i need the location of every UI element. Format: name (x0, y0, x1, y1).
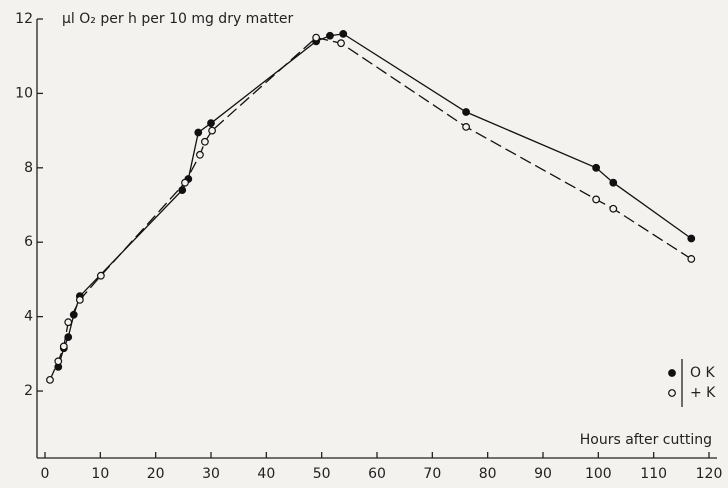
y-tick-label: 6 (24, 234, 33, 250)
data-point (59, 342, 68, 351)
y-tick-label: 4 (24, 309, 33, 325)
x-tick-label: 40 (257, 466, 275, 482)
data-point (75, 295, 84, 304)
data-point (687, 234, 696, 243)
data-point (337, 39, 345, 48)
data-point (208, 126, 217, 135)
data-point (201, 137, 209, 146)
x-tick-label: 50 (313, 466, 331, 482)
data-point (196, 150, 204, 159)
legend-label: O K (690, 365, 715, 381)
y-axis-label: µl O₂ per h per 10 mg dry matter (62, 11, 293, 27)
data-point (46, 375, 54, 384)
y-tick-label: 8 (24, 160, 33, 176)
x-tick-label: 60 (368, 466, 386, 482)
x-axis-label: Hours after cutting (580, 432, 712, 448)
data-point (181, 178, 189, 187)
data-point (64, 318, 73, 327)
y-tick-label: 2 (24, 383, 33, 399)
legend-label: + K (690, 385, 716, 401)
data-point (326, 31, 334, 40)
series-line (57, 33, 692, 368)
data-point (96, 271, 105, 280)
data-point (609, 178, 618, 187)
data-point (592, 195, 601, 204)
data-point (54, 357, 63, 366)
x-tick-label: 100 (585, 466, 612, 482)
x-tick-label: 120 (696, 466, 723, 482)
x-tick-label: 20 (147, 466, 165, 482)
data-point (462, 108, 470, 116)
series-line (49, 36, 692, 381)
legend-marker (668, 369, 676, 377)
data-point (462, 122, 470, 131)
x-tick-label: 0 (41, 466, 50, 482)
x-tick-label: 70 (423, 466, 441, 482)
data-point (207, 119, 215, 128)
data-point (592, 163, 601, 172)
data-point (687, 255, 696, 263)
data-point (339, 29, 348, 38)
x-tick-label: 10 (91, 466, 109, 482)
data-point (609, 204, 618, 213)
x-tick-label: 90 (534, 466, 552, 482)
y-tick-label: 10 (15, 85, 33, 101)
y-tick-label: 12 (15, 11, 33, 27)
x-tick-label: 30 (202, 466, 220, 482)
legend-marker (668, 389, 676, 397)
x-tick-label: 110 (640, 466, 667, 482)
data-point (194, 128, 203, 137)
x-tick-label: 80 (479, 466, 497, 482)
data-point (178, 186, 187, 195)
data-point (312, 33, 321, 42)
